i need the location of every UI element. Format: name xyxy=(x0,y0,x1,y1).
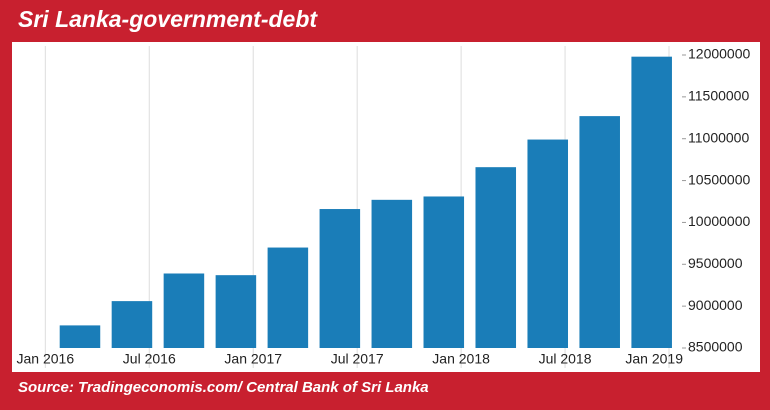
bar xyxy=(163,273,205,348)
y-tick-label: 9500000 xyxy=(688,255,743,271)
bar xyxy=(579,116,620,349)
chart-title: Sri Lanka-government-debt xyxy=(18,6,318,32)
y-tick-label: 11000000 xyxy=(688,129,749,145)
bar xyxy=(475,167,517,348)
bar xyxy=(423,196,465,348)
bar xyxy=(111,301,153,348)
y-tick-label: 12000000 xyxy=(688,46,751,62)
bar xyxy=(215,275,257,348)
y-tick-label: 10000000 xyxy=(688,213,751,229)
x-tick-label: Jul 2018 xyxy=(539,351,592,367)
bar xyxy=(527,139,569,348)
source: Source: Tradingeconomis.com/ Central Ban… xyxy=(18,379,429,396)
bar xyxy=(59,325,101,348)
x-tick-label: Jan 2016 xyxy=(17,351,75,367)
bar xyxy=(631,56,672,348)
x-tick-label: Jul 2016 xyxy=(123,351,176,367)
x-tick-label: Jan 2019 xyxy=(625,351,683,367)
x-tick-label: Jul 2017 xyxy=(331,351,384,367)
x-tick-label: Jan 2017 xyxy=(224,351,282,367)
bar xyxy=(371,199,413,348)
y-tick-label: 10500000 xyxy=(688,171,751,187)
y-tick-label: 9000000 xyxy=(688,297,743,313)
y-tick-label: 11500000 xyxy=(688,88,749,104)
x-tick-label: Jan 2018 xyxy=(432,351,490,367)
bar xyxy=(319,209,361,348)
bar xyxy=(267,247,309,348)
y-tick-label: 8500000 xyxy=(688,339,743,355)
